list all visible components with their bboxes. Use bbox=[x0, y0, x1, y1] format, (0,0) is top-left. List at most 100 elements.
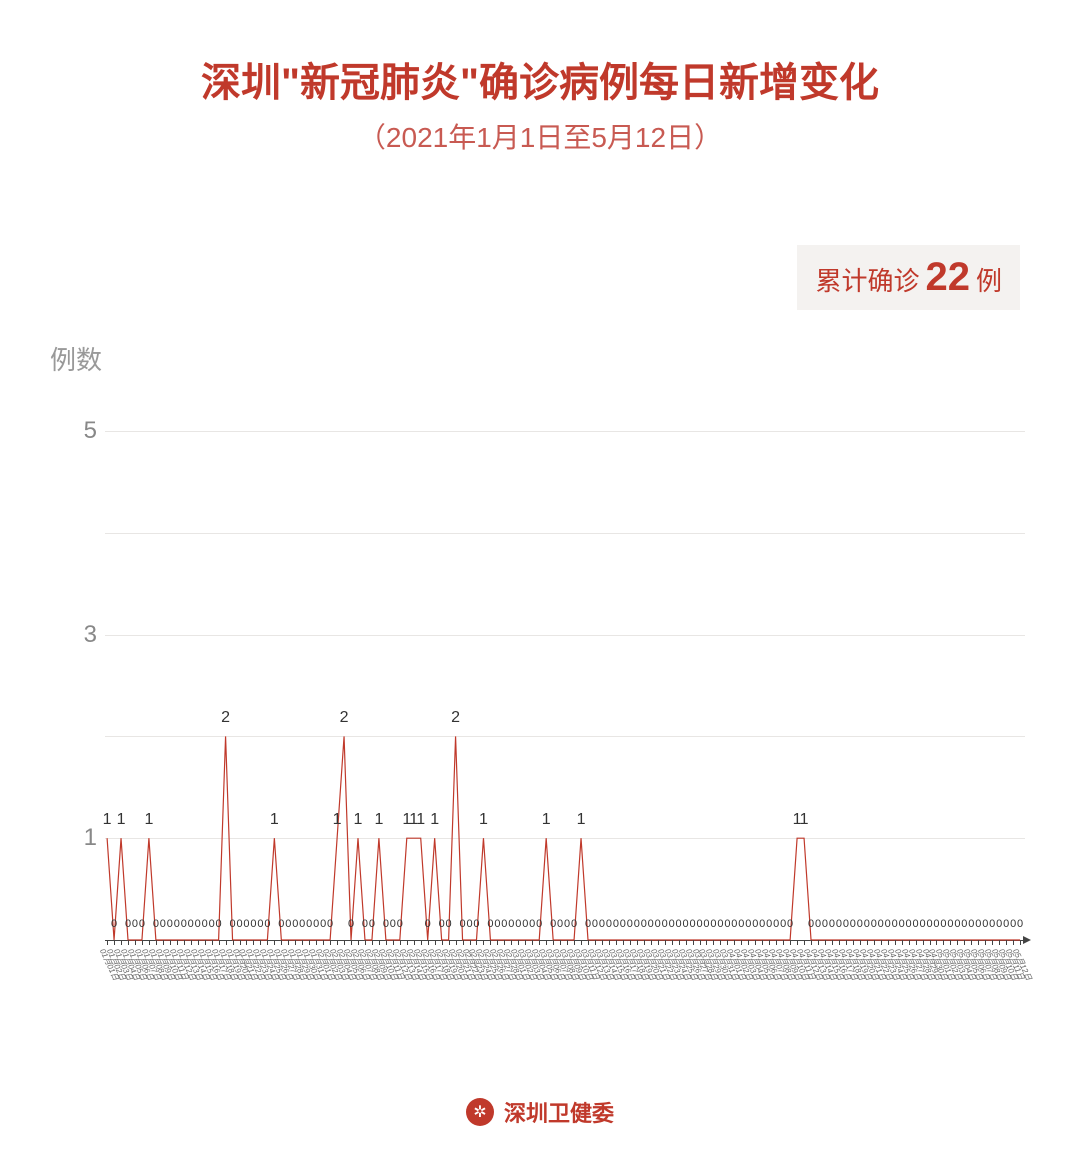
x-tick bbox=[212, 940, 213, 945]
x-tick bbox=[776, 940, 777, 945]
x-tick bbox=[1013, 940, 1014, 945]
data-label: 0 bbox=[773, 919, 779, 930]
data-label: 0 bbox=[383, 919, 389, 930]
x-tick bbox=[226, 940, 227, 945]
x-tick bbox=[456, 940, 457, 945]
x-tick bbox=[602, 940, 603, 945]
data-label: 0 bbox=[759, 919, 765, 930]
x-tick bbox=[483, 940, 484, 945]
footer-text: 深圳卫健委 bbox=[504, 1096, 614, 1128]
x-tick bbox=[470, 940, 471, 945]
x-tick bbox=[665, 940, 666, 945]
data-label: 0 bbox=[871, 919, 877, 930]
data-label: 0 bbox=[975, 919, 981, 930]
data-label: 1 bbox=[103, 812, 112, 828]
data-label: 1 bbox=[416, 812, 425, 828]
y-axis-label: 例数 bbox=[50, 340, 102, 377]
footer: ✲ 深圳卫健委 bbox=[0, 1096, 1080, 1128]
data-label: 0 bbox=[829, 919, 835, 930]
data-label: 0 bbox=[132, 919, 138, 930]
data-label: 0 bbox=[599, 919, 605, 930]
x-tick bbox=[609, 940, 610, 945]
badge-value: 22 bbox=[925, 255, 970, 300]
cumulative-badge: 累计确诊 22 例 bbox=[797, 245, 1020, 310]
data-label: 0 bbox=[745, 919, 751, 930]
data-label: 0 bbox=[139, 919, 145, 930]
x-tick bbox=[943, 940, 944, 945]
x-tick bbox=[741, 940, 742, 945]
x-tick bbox=[358, 940, 359, 945]
data-label: 0 bbox=[285, 919, 291, 930]
x-tick bbox=[679, 940, 680, 945]
x-tick bbox=[832, 940, 833, 945]
x-tick bbox=[748, 940, 749, 945]
x-tick bbox=[790, 940, 791, 945]
x-tick bbox=[992, 940, 993, 945]
x-tick bbox=[909, 940, 910, 945]
data-label: 0 bbox=[641, 919, 647, 930]
x-tick bbox=[219, 940, 220, 945]
data-label: 1 bbox=[374, 812, 383, 828]
x-tick bbox=[107, 940, 108, 945]
x-tick bbox=[344, 940, 345, 945]
footer-logo-icon: ✲ bbox=[466, 1098, 494, 1126]
x-tick bbox=[567, 940, 568, 945]
data-label: 0 bbox=[703, 919, 709, 930]
data-label: 0 bbox=[913, 919, 919, 930]
x-tick bbox=[260, 940, 261, 945]
data-label: 0 bbox=[571, 919, 577, 930]
data-label: 0 bbox=[111, 919, 117, 930]
x-tick bbox=[449, 940, 450, 945]
data-label: 0 bbox=[613, 919, 619, 930]
data-label: 0 bbox=[209, 919, 215, 930]
x-tick bbox=[839, 940, 840, 945]
data-label: 0 bbox=[508, 919, 514, 930]
data-label: 1 bbox=[354, 812, 363, 828]
data-label: 0 bbox=[899, 919, 905, 930]
x-tick bbox=[274, 940, 275, 945]
x-tick bbox=[595, 940, 596, 945]
data-label: 0 bbox=[676, 919, 682, 930]
x-tick bbox=[846, 940, 847, 945]
data-label: 0 bbox=[752, 919, 758, 930]
x-tick bbox=[253, 940, 254, 945]
x-tick bbox=[184, 940, 185, 945]
x-tick bbox=[950, 940, 951, 945]
x-tick bbox=[135, 940, 136, 945]
x-tick bbox=[616, 940, 617, 945]
x-tick bbox=[978, 940, 979, 945]
data-label: 0 bbox=[815, 919, 821, 930]
data-label: 0 bbox=[425, 919, 431, 930]
data-label: 0 bbox=[592, 919, 598, 930]
x-tick bbox=[895, 940, 896, 945]
data-label: 0 bbox=[188, 919, 194, 930]
data-label: 0 bbox=[299, 919, 305, 930]
x-tick bbox=[867, 940, 868, 945]
data-label: 0 bbox=[243, 919, 249, 930]
data-label: 0 bbox=[292, 919, 298, 930]
x-tick bbox=[532, 940, 533, 945]
data-label: 0 bbox=[857, 919, 863, 930]
x-tick bbox=[177, 940, 178, 945]
x-tick bbox=[421, 940, 422, 945]
data-label: 0 bbox=[181, 919, 187, 930]
data-label: 0 bbox=[620, 919, 626, 930]
data-label: 0 bbox=[390, 919, 396, 930]
data-label: 1 bbox=[542, 812, 551, 828]
data-label: 0 bbox=[731, 919, 737, 930]
data-label: 1 bbox=[577, 812, 586, 828]
x-tick bbox=[539, 940, 540, 945]
data-label: 0 bbox=[536, 919, 542, 930]
x-tick bbox=[393, 940, 394, 945]
x-tick bbox=[902, 940, 903, 945]
x-tick bbox=[985, 940, 986, 945]
data-label: 0 bbox=[850, 919, 856, 930]
data-label: 0 bbox=[606, 919, 612, 930]
data-label: 0 bbox=[864, 919, 870, 930]
x-tick bbox=[825, 940, 826, 945]
data-label: 0 bbox=[717, 919, 723, 930]
data-label: 1 bbox=[479, 812, 488, 828]
x-tick bbox=[156, 940, 157, 945]
data-label: 0 bbox=[787, 919, 793, 930]
x-tick bbox=[490, 940, 491, 945]
